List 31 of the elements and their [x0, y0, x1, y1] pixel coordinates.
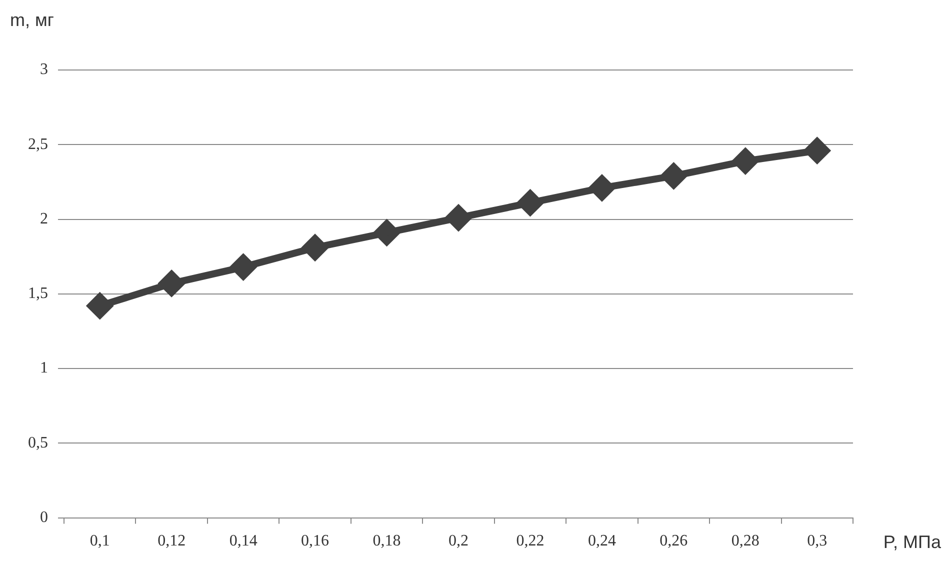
x-tick-label: 0,14	[229, 532, 258, 550]
x-tick-label: 0,24	[588, 532, 616, 550]
x-axis-title: P, МПа	[883, 532, 941, 553]
x-tick-label: 0,28	[731, 532, 760, 550]
point	[302, 235, 328, 260]
point	[661, 163, 686, 188]
point	[87, 293, 112, 318]
x-tick-label: 0,3	[807, 532, 828, 550]
y-tick-label: 2,5	[28, 136, 48, 153]
x-tick-label: 0,1	[90, 532, 110, 550]
y-tick-label: 0	[40, 509, 48, 526]
point	[518, 190, 543, 216]
point	[230, 254, 256, 280]
y-tick-label: 0,5	[28, 434, 48, 452]
x-tick-label: 0,2	[448, 532, 468, 550]
y-tick-label: 2	[40, 210, 48, 228]
point	[589, 175, 614, 200]
point	[374, 220, 400, 246]
y-axis-title: m, мг	[10, 10, 54, 31]
point	[732, 148, 758, 174]
x-tick-label: 0,26	[660, 532, 688, 550]
y-tick-label: 1	[40, 360, 48, 377]
x-tick-label: 0,12	[158, 532, 186, 550]
x-tick-label: 0,22	[516, 532, 544, 550]
point	[446, 205, 471, 230]
y-tick-label: 1,5	[28, 285, 48, 302]
x-tick-label: 0,16	[301, 532, 330, 550]
point	[159, 270, 184, 296]
point	[804, 138, 830, 164]
y-tick-label: 3	[40, 61, 48, 78]
x-tick-label: 0,18	[372, 532, 401, 550]
